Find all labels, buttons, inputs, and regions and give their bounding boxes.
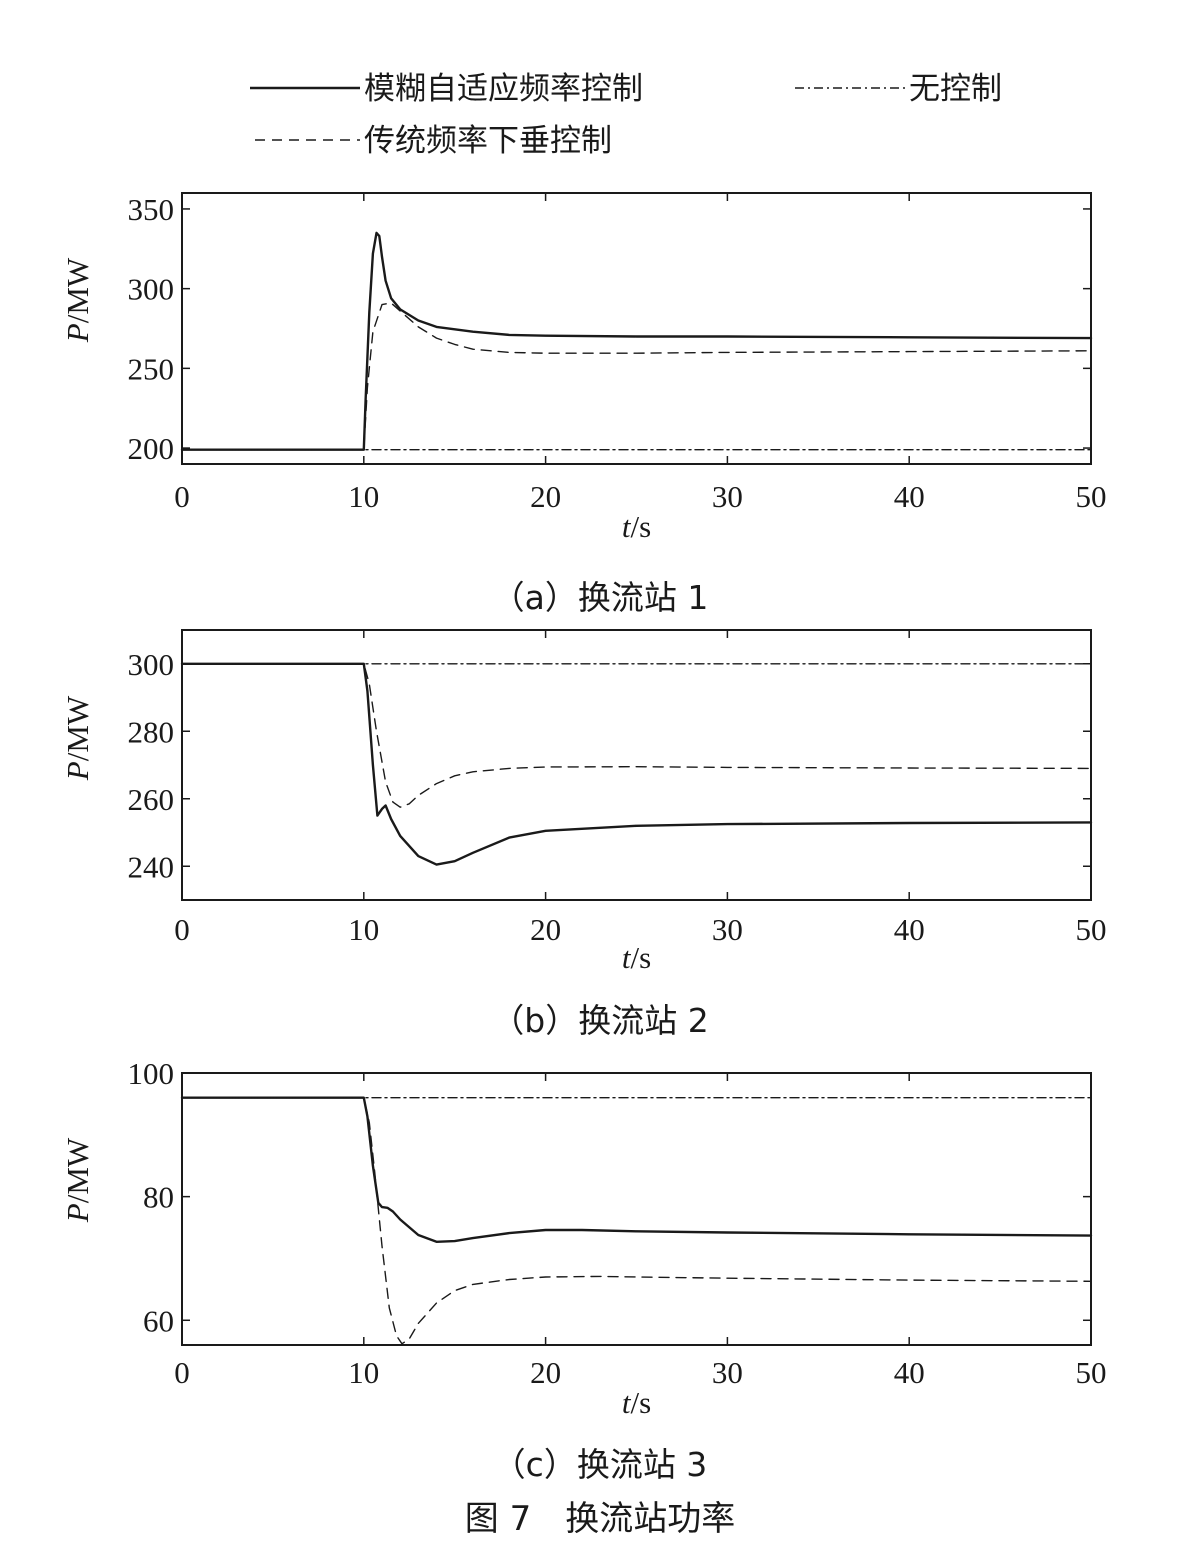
y-tick-label: 240 <box>128 849 175 884</box>
y-tick-label: 280 <box>128 714 175 749</box>
y-tick-label: 200 <box>128 431 175 466</box>
x-tick-label: 50 <box>1076 912 1107 947</box>
legend-label-fuzzy-adaptive: 模糊自适应频率控制 <box>364 71 643 107</box>
x-axis-label-unit: /s <box>630 1385 651 1420</box>
legend-label-droop-control: 传统频率下垂控制 <box>364 123 612 159</box>
x-axis-label-symbol: t <box>622 1385 632 1420</box>
figure-caption: 图 7 换流站功率 <box>465 1499 735 1539</box>
y-axis-label: P/MW <box>60 695 95 781</box>
chart-panel-2: 0 10 20 30 40 50 240 260 280 300 t/s P/MW （b）换流站 2 <box>60 629 1107 1040</box>
y-tick-label: 100 <box>128 1056 175 1091</box>
x-tick-label: 40 <box>894 912 925 947</box>
x-tick-label: 30 <box>712 912 743 947</box>
y-axis-label: P/MW <box>60 257 95 343</box>
y-axis-label-symbol: P <box>60 1203 95 1223</box>
y-axis-label-unit: /MW <box>60 1137 95 1203</box>
x-tick-label: 20 <box>530 1355 561 1390</box>
panel-caption: （c）换流站 3 <box>493 1445 708 1484</box>
x-tick-label: 20 <box>530 479 561 514</box>
plot-frame <box>181 629 1092 901</box>
x-tick-label: 0 <box>174 912 190 947</box>
x-tick-label: 30 <box>712 479 743 514</box>
legend-label-no-control: 无控制 <box>909 71 1002 107</box>
x-axis-label-unit: /s <box>630 940 651 975</box>
x-tick-label: 0 <box>174 1355 190 1390</box>
x-tick-label: 10 <box>348 1355 379 1390</box>
y-axis-label-symbol: P <box>60 761 95 781</box>
y-tick-label: 300 <box>128 272 175 307</box>
x-tick-label: 10 <box>348 912 379 947</box>
x-axis-label: t/s <box>622 509 651 544</box>
x-axis-label-symbol: t <box>622 509 632 544</box>
x-tick-label: 40 <box>894 479 925 514</box>
y-tick-label: 350 <box>128 192 175 227</box>
x-tick-label: 50 <box>1076 1355 1107 1390</box>
y-axis-label: P/MW <box>60 1137 95 1223</box>
series-line-fuzzy-adaptive <box>180 1096 1093 1244</box>
plot-frame <box>181 1072 1092 1346</box>
series-line-droop-control <box>181 302 1092 451</box>
y-tick-label: 80 <box>143 1180 174 1215</box>
chart-panel-1: 0 10 20 30 40 50 200 250 300 350 t/s P/MW （a）换流站 1 <box>60 192 1107 617</box>
y-tick-label: 260 <box>128 782 175 817</box>
x-tick-label: 40 <box>894 1355 925 1390</box>
x-tick-label: 20 <box>530 912 561 947</box>
y-axis-label-unit: /MW <box>60 695 95 761</box>
series-line-fuzzy-adaptive <box>180 231 1093 451</box>
series-line-droop-control <box>181 1096 1092 1345</box>
y-tick-label: 250 <box>128 351 175 386</box>
y-axis-label-unit: /MW <box>60 257 95 323</box>
x-axis-label-symbol: t <box>622 940 632 975</box>
x-axis-label: t/s <box>622 940 651 975</box>
x-tick-label: 10 <box>348 479 379 514</box>
series-line-droop-control <box>181 663 1092 808</box>
y-axis-label-symbol: P <box>60 323 95 343</box>
x-tick-label: 50 <box>1076 479 1107 514</box>
panel-caption: （a）换流站 1 <box>492 578 709 617</box>
x-tick-label: 30 <box>712 1355 743 1390</box>
x-tick-label: 0 <box>174 479 190 514</box>
y-tick-label: 60 <box>143 1303 174 1338</box>
legend: 模糊自适应频率控制 无控制 传统频率下垂控制 <box>250 71 1002 159</box>
series-line-fuzzy-adaptive <box>180 662 1093 866</box>
y-tick-label: 300 <box>128 647 175 682</box>
plot-frame <box>181 192 1092 465</box>
panel-caption: （b）换流站 2 <box>491 1001 708 1040</box>
x-axis-label-unit: /s <box>630 509 651 544</box>
x-axis-label: t/s <box>622 1385 651 1420</box>
chart-panel-3: 0 10 20 30 40 50 60 80 100 t/s P/MW （c）换流站 3 <box>60 1056 1107 1484</box>
